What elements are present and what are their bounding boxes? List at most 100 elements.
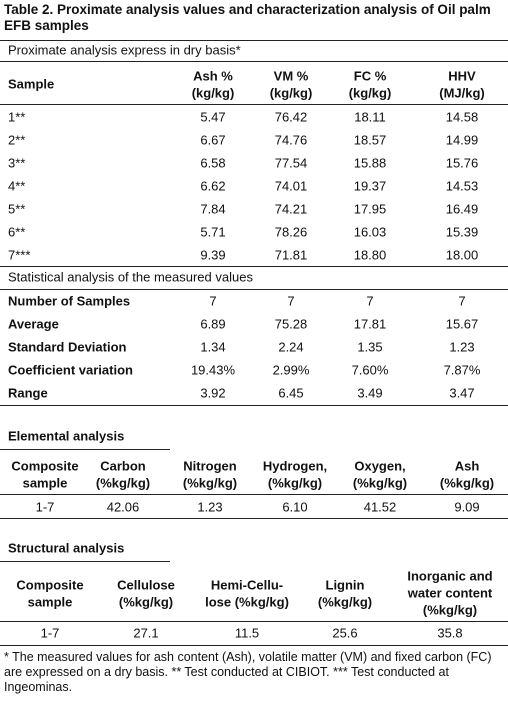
- column-header: (%kg/kg): [182, 475, 238, 490]
- cell-value: 1-7: [35, 499, 55, 515]
- cell-value: 27.1: [133, 625, 159, 641]
- column-header: (%kg/kg): [95, 475, 151, 490]
- column-header: lose (%kg/kg): [205, 594, 289, 609]
- cell-value: 11.5: [234, 625, 260, 641]
- cell-value: 18.00: [445, 247, 479, 263]
- cell-value: 14.58: [445, 109, 479, 125]
- rule: [0, 40, 508, 41]
- cell-value: 74.01: [274, 178, 308, 194]
- stat-label: Coefficient variation: [8, 362, 133, 378]
- column-header: VM %: [273, 68, 309, 83]
- cell-value: 3.49: [357, 385, 383, 401]
- cell-value: 74.21: [274, 201, 308, 217]
- sample-label: 2**: [8, 132, 26, 148]
- cell-value: 7: [209, 293, 217, 309]
- section-title: Structural analysis: [8, 540, 125, 556]
- sample-label: 5**: [8, 201, 26, 217]
- column-header: Ash %: [193, 68, 233, 83]
- cell-value: 76.42: [274, 109, 308, 125]
- cell-value: 1.35: [357, 339, 383, 355]
- cell-value: 41.52: [363, 499, 397, 515]
- cell-value: 7.84: [200, 201, 226, 217]
- cell-value: 75.28: [274, 316, 308, 332]
- cell-value: 18.80: [353, 247, 387, 263]
- column-header: (kg/kg): [269, 85, 313, 100]
- column-header: Composite: [16, 577, 84, 592]
- cell-value: 7: [458, 293, 466, 309]
- cell-value: 18.57: [353, 132, 387, 148]
- rule: [0, 561, 170, 562]
- stat-label: Average: [8, 316, 59, 332]
- column-header: (MJ/kg): [439, 85, 485, 100]
- rule: [0, 289, 508, 290]
- rule: [0, 518, 508, 519]
- rule: [0, 494, 508, 495]
- cell-value: 16.03: [353, 224, 387, 240]
- cell-value: 15.39: [445, 224, 479, 240]
- cell-value: 71.81: [274, 247, 308, 263]
- rule: [0, 449, 170, 450]
- column-header: (%kg/kg): [422, 602, 478, 618]
- cell-value: 6.10: [282, 499, 308, 515]
- column-header: Hemi-Cellu-: [210, 577, 284, 592]
- sample-label: 4**: [8, 178, 26, 194]
- rule: [0, 621, 508, 622]
- cell-value: 7: [366, 293, 374, 309]
- column-header: HHV: [448, 68, 476, 83]
- column-header: Oxygen,: [354, 458, 406, 473]
- column-header: sample: [22, 475, 68, 490]
- cell-value: 7: [287, 293, 295, 309]
- footnote: * The measured values for ash content (A…: [4, 650, 492, 694]
- table-title: Table 2. Proximate analysis values and c…: [4, 2, 491, 33]
- cell-value: 9.09: [454, 499, 480, 515]
- cell-value: 42.06: [106, 499, 140, 515]
- cell-value: 15.76: [445, 155, 479, 171]
- cell-value: 3.47: [449, 385, 475, 401]
- column-header: Cellulose: [117, 577, 175, 592]
- column-header: (%kg/kg): [352, 475, 408, 490]
- column-header: Lignin: [325, 577, 365, 592]
- cell-value: 7.60%: [351, 362, 389, 378]
- cell-value: 16.49: [445, 201, 479, 217]
- cell-value: 14.53: [445, 178, 479, 194]
- cell-value: 2.99%: [272, 362, 310, 378]
- cell-value: 1.34: [200, 339, 226, 355]
- column-header: Sample: [8, 76, 55, 92]
- cell-value: 5.47: [200, 109, 226, 125]
- stat-label: Range: [8, 385, 48, 401]
- cell-value: 74.76: [274, 132, 308, 148]
- column-header: (%kg/kg): [317, 594, 373, 609]
- cell-value: 25.6: [332, 625, 358, 641]
- column-header: FC %: [353, 68, 387, 83]
- column-header: Carbon: [100, 458, 146, 473]
- cell-value: 18.11: [354, 109, 386, 125]
- cell-value: 5.71: [200, 224, 226, 240]
- cell-value: 19.43%: [190, 362, 236, 378]
- section-title: Elemental analysis: [8, 428, 125, 444]
- rule: [0, 405, 508, 406]
- cell-value: 19.37: [353, 178, 387, 194]
- column-header: Nitrogen: [183, 458, 237, 473]
- column-header: (kg/kg): [348, 85, 392, 100]
- column-header: Inorganic and: [407, 568, 493, 584]
- column-header: (%kg/kg): [118, 594, 174, 609]
- cell-value: 17.81: [353, 316, 387, 332]
- section-caption: Proximate analysis express in dry basis*: [8, 42, 241, 58]
- section-caption: Statistical analysis of the measured val…: [8, 269, 253, 285]
- cell-value: 7.87%: [443, 362, 481, 378]
- cell-value: 1.23: [197, 499, 223, 515]
- cell-value: 6.58: [200, 155, 226, 171]
- column-header: (kg/kg): [191, 85, 235, 100]
- cell-value: 35.8: [437, 625, 463, 641]
- sample-label: 6**: [8, 224, 26, 240]
- cell-value: 15.67: [445, 316, 479, 332]
- column-header: Composite: [11, 458, 79, 473]
- cell-value: 2.24: [278, 339, 304, 355]
- cell-value: 14.99: [445, 132, 479, 148]
- rule: [0, 104, 508, 105]
- cell-value: 77.54: [274, 155, 308, 171]
- column-header: (%kg/kg): [267, 475, 323, 490]
- sample-label: 3**: [8, 155, 26, 171]
- sample-label: 7***: [8, 247, 31, 263]
